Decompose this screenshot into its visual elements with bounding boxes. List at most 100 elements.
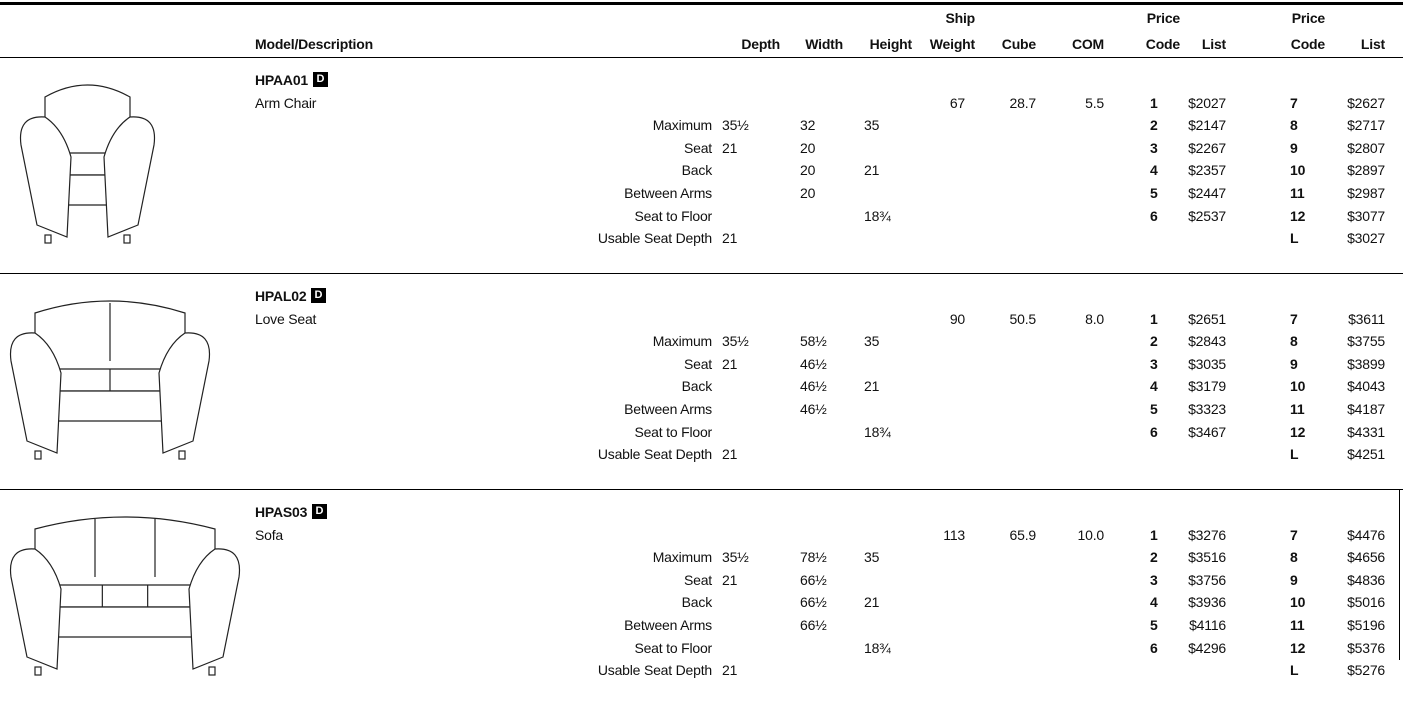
price-code: 3 — [1150, 355, 1158, 372]
badge: D — [311, 288, 326, 303]
ship-weight: 113 — [943, 526, 965, 543]
price-code: 2 — [1150, 549, 1158, 566]
column-header: Ship — [945, 10, 975, 26]
price-code: 7 — [1290, 526, 1298, 543]
list-price: $4476 — [1347, 526, 1385, 543]
column-header: Code — [1290, 36, 1325, 52]
dimension-label: Seat to Floor — [634, 639, 712, 656]
dimension-label: Maximum — [652, 117, 712, 134]
badge: D — [312, 504, 327, 519]
price-code: 7 — [1290, 310, 1298, 327]
column-header: Code — [1145, 36, 1180, 52]
list-price: $5016 — [1347, 594, 1385, 611]
list-price: $2651 — [1188, 310, 1226, 327]
list-price: $2987 — [1347, 185, 1385, 201]
column-header: Cube — [1001, 36, 1036, 52]
list-price: $4251 — [1347, 446, 1385, 463]
list-price: $2147 — [1188, 117, 1226, 134]
cube: 50.5 — [1009, 310, 1037, 327]
product-name: Arm Chair — [255, 94, 317, 111]
list-price: $4116 — [1189, 617, 1226, 633]
top-rule — [0, 2, 1403, 5]
list-price: $4187 — [1347, 401, 1385, 417]
list-price: $3755 — [1347, 333, 1385, 350]
dimension-label: Back — [681, 594, 713, 611]
price-code: 2 — [1150, 333, 1158, 350]
list-price: $4656 — [1347, 549, 1385, 566]
depth: 21 — [722, 446, 738, 463]
price-code: 6 — [1150, 423, 1158, 440]
column-header: Weight — [929, 36, 975, 52]
list-price: $3027 — [1347, 230, 1385, 247]
sketch-line — [44, 84, 131, 145]
list-price: $3756 — [1188, 571, 1226, 588]
price-code: 10 — [1290, 162, 1306, 179]
price-code: 9 — [1290, 571, 1298, 588]
width: 20 — [800, 185, 816, 201]
sketch-line — [178, 450, 186, 460]
list-price: $4836 — [1347, 571, 1385, 588]
list-price: $5276 — [1347, 662, 1385, 679]
dimension-label: Seat to Floor — [634, 423, 712, 440]
price-code: 1 — [1150, 94, 1158, 111]
list-price: $3035 — [1188, 355, 1226, 372]
product-name: Sofa — [255, 526, 283, 543]
header-rule — [0, 57, 1403, 58]
width: 46½ — [800, 355, 827, 372]
sketch-line — [64, 174, 111, 206]
sketch-line — [158, 332, 211, 454]
dimension-label: Between Arms — [624, 617, 712, 633]
width: 66½ — [800, 571, 827, 588]
list-price: $3323 — [1188, 401, 1226, 417]
sketch-line — [188, 548, 241, 670]
cube: 28.7 — [1009, 94, 1037, 111]
price-code: 1 — [1150, 310, 1158, 327]
list-price: $2717 — [1347, 117, 1385, 134]
price-code: 11 — [1290, 401, 1305, 417]
price-code: 11 — [1290, 185, 1305, 201]
list-price: $3516 — [1188, 549, 1226, 566]
list-price: $3077 — [1347, 207, 1385, 224]
height: 21 — [864, 162, 880, 179]
column-header: Depth — [741, 36, 780, 52]
column-header: List — [1360, 36, 1385, 52]
dimension-label: Usable Seat Depth — [597, 446, 712, 463]
sketch-line — [34, 666, 42, 676]
list-price: $2537 — [1188, 207, 1226, 224]
width: 58½ — [800, 333, 827, 350]
list-price: $3467 — [1188, 423, 1226, 440]
sketch-line — [44, 234, 52, 244]
depth: 21 — [722, 139, 738, 156]
price-code: 11 — [1290, 617, 1305, 633]
dimension-label: Usable Seat Depth — [597, 230, 712, 247]
column-header: COM — [1071, 36, 1104, 52]
row-divider — [0, 489, 1403, 490]
sketch-line — [9, 548, 62, 670]
sketch-line — [54, 390, 166, 422]
dimension-label: Between Arms — [624, 401, 712, 417]
list-price: $2627 — [1347, 94, 1385, 111]
list-price: $2357 — [1188, 162, 1226, 179]
price-code: 9 — [1290, 355, 1298, 372]
sketch-line — [9, 332, 62, 454]
dimension-label: Seat — [684, 571, 712, 588]
width: 32 — [800, 117, 816, 134]
price-code: 12 — [1290, 423, 1306, 440]
price-code: 4 — [1150, 378, 1158, 395]
price-code: 6 — [1150, 207, 1158, 224]
sketch-line — [54, 584, 196, 608]
com: 10.0 — [1077, 526, 1105, 543]
sketch-line — [34, 516, 216, 577]
depth: 35½ — [722, 333, 749, 350]
price-code: L — [1290, 446, 1299, 463]
width: 20 — [800, 139, 816, 156]
com: 5.5 — [1085, 94, 1104, 111]
width: 46½ — [800, 401, 827, 417]
depth: 21 — [722, 230, 738, 247]
dimension-label: Maximum — [652, 549, 712, 566]
height: 35 — [864, 117, 880, 134]
price-code: 8 — [1290, 333, 1298, 350]
model-number: HPAS03 — [255, 504, 308, 520]
list-price: $3899 — [1347, 355, 1385, 372]
price-code: 8 — [1290, 117, 1298, 134]
